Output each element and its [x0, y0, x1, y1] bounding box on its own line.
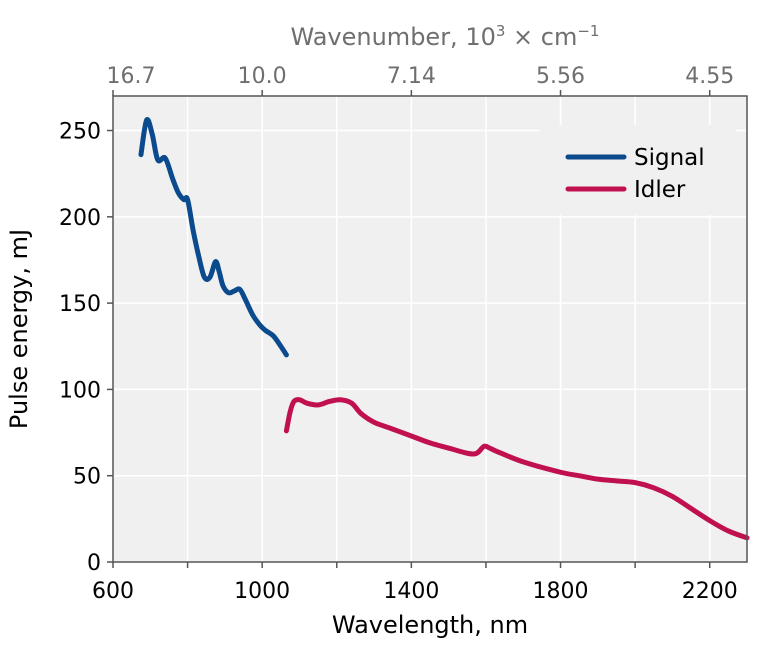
series-line-idler: [283, 397, 750, 541]
series-layer: [138, 116, 750, 541]
plot-frame: [112, 95, 748, 563]
top-axis-title-sup: 3: [496, 22, 506, 40]
top-tick-label: 5.56: [536, 64, 585, 89]
y-tick-label: 50: [73, 465, 101, 490]
y-tick-label: 100: [59, 378, 101, 403]
x-tick-label: 1400: [383, 579, 439, 604]
series-line-signal: [138, 116, 289, 358]
x-axis-title: Wavelength, nm: [332, 611, 528, 639]
x-tick-label: 1800: [533, 579, 589, 604]
top-axis-title-main: Wavenumber, 10: [291, 23, 496, 51]
top-axis-title-suffix: × cm: [505, 23, 577, 51]
legend-label-signal: Signal: [634, 145, 705, 171]
legend-box: [540, 125, 736, 215]
top-tick-label: 10.0: [238, 64, 287, 89]
y-axis-title: Pulse energy, mJ: [5, 229, 33, 429]
ticks-layer: 600 1000 1400 1800 2200 0 50 100 150 200 250 16.7 10…: [59, 64, 738, 604]
y-tick-label: 200: [59, 206, 101, 231]
top-axis-title-suffix-sup: −1: [577, 22, 599, 40]
x-tick-label: 2200: [682, 579, 738, 604]
top-tick-label: 16.7: [107, 64, 156, 89]
y-tick-label: 150: [59, 292, 101, 317]
top-axis-title: Wavenumber, 103 × cm−1: [291, 22, 600, 51]
y-tick-label: 0: [87, 551, 101, 576]
legend: Signal Idler: [540, 125, 736, 215]
top-tick-label: 4.55: [685, 64, 734, 89]
y-tick-label: 250: [59, 120, 101, 145]
x-tick-label: 1000: [234, 579, 290, 604]
legend-label-idler: Idler: [634, 177, 686, 203]
x-tick-label: 600: [92, 579, 134, 604]
top-tick-label: 7.14: [387, 64, 436, 89]
